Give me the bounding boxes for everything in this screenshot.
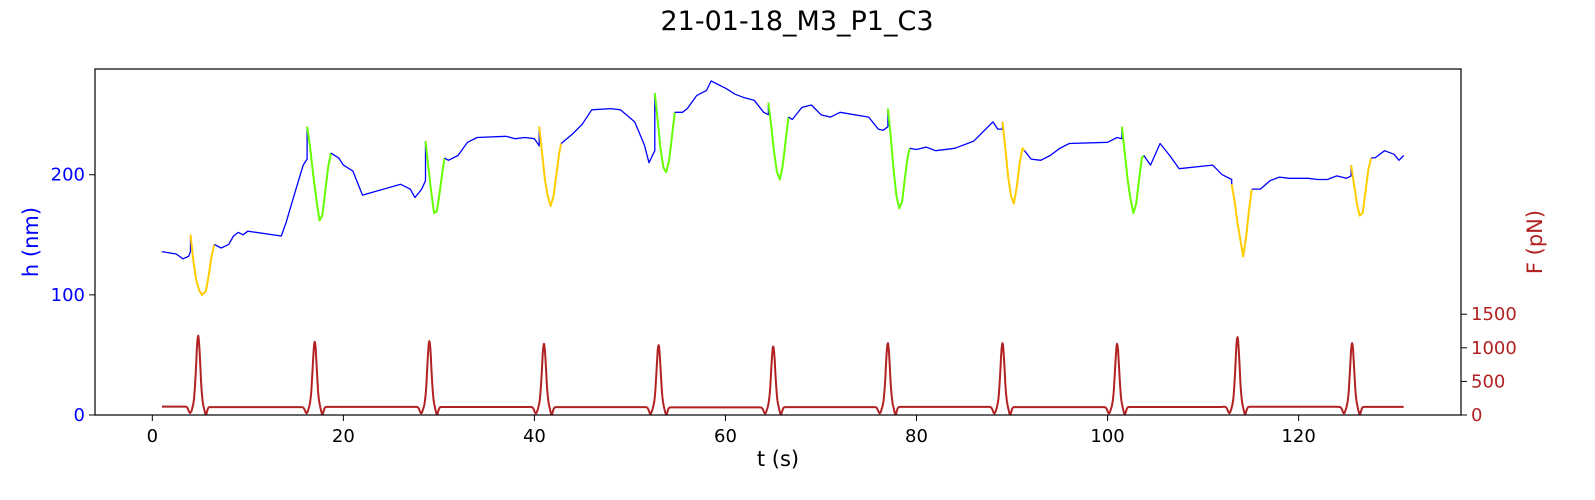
left-y-tick-label-2: 200 (51, 165, 85, 186)
series-height-segment-18 (1143, 142, 1233, 185)
series-contact-segment-7 (538, 126, 563, 207)
right-y-tick-label-2: 1000 (1471, 338, 1517, 359)
x-tick-label-0: 0 (147, 426, 158, 447)
x-axis-label: t (s) (757, 447, 799, 471)
series-contact-segment-1 (189, 234, 216, 296)
x-axis-ticks: 0 20 40 60 80 100 120 (147, 415, 1316, 447)
series-height-segment-20 (1251, 165, 1352, 190)
series-contact-segment-19 (1230, 184, 1253, 258)
series-contact-segment-9 (653, 92, 676, 174)
left-y-tick-label-1: 100 (51, 285, 85, 306)
x-tick-label-1: 20 (332, 426, 355, 447)
series-contact-segment-13 (886, 108, 911, 210)
series-height-segment-8 (560, 93, 656, 164)
series-contact-segment-3 (306, 126, 332, 222)
right-y-tick-label-1: 500 (1471, 371, 1505, 392)
series-height-segment-0 (161, 234, 192, 260)
series-force (161, 334, 1405, 416)
right-y-tick-label-0: 0 (1471, 405, 1482, 426)
series-contact-segment-15 (1001, 121, 1026, 205)
series-contact-segment-11 (767, 102, 790, 181)
series-height-segment-10 (674, 80, 770, 116)
series-height-segment-16 (1023, 126, 1123, 161)
right-y-tick-label-3: 1500 (1471, 304, 1517, 325)
series-height-segment-6 (444, 126, 540, 161)
left-y-tick-label-0: 0 (74, 405, 85, 426)
x-tick-label-2: 40 (523, 426, 546, 447)
force-layer (161, 334, 1405, 416)
right-y-axis-label: F (pN) (1523, 210, 1547, 274)
series-height-segment-12 (788, 104, 889, 131)
series-layer (161, 80, 1405, 296)
x-tick-label-3: 60 (714, 426, 737, 447)
x-tick-label-6: 120 (1281, 426, 1315, 447)
plot-frame (94, 68, 1462, 416)
chart-title: 21-01-18_M3_P1_C3 (660, 6, 933, 37)
right-y-axis-ticks: 0 500 1000 1500 (1461, 304, 1517, 426)
series-height-segment-4 (330, 141, 427, 199)
x-tick-label-4: 80 (905, 426, 928, 447)
series-contact-segment-5 (424, 140, 446, 215)
series-height-segment-14 (909, 121, 1004, 152)
series-contact-segment-21 (1350, 157, 1373, 217)
series-height-segment-22 (1371, 150, 1405, 161)
left-y-axis-ticks: 0 100 200 (51, 165, 95, 426)
left-y-axis-label: h (nm) (19, 207, 43, 277)
series-contact-segment-17 (1120, 126, 1145, 215)
x-tick-label-5: 100 (1090, 426, 1124, 447)
series-height-segment-2 (214, 126, 308, 249)
